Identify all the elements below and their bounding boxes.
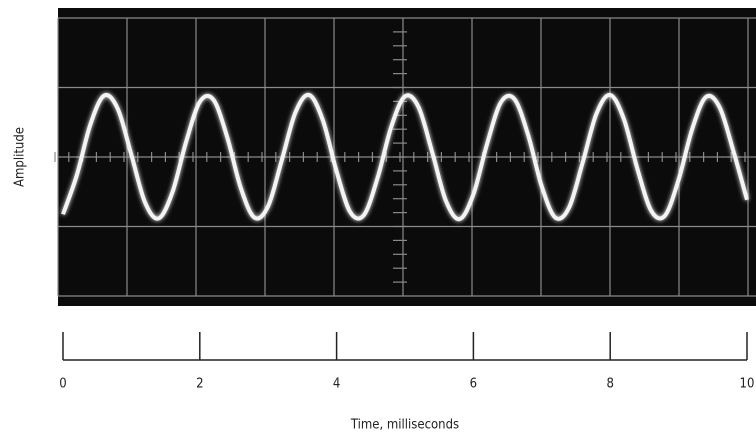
y-axis-label: Amplitude xyxy=(13,127,28,187)
x-tick-label: 10 xyxy=(740,377,755,392)
x-tick-label: 4 xyxy=(333,377,340,392)
graticule xyxy=(54,17,756,297)
x-tick-label: 6 xyxy=(470,377,477,392)
waveform xyxy=(61,92,749,222)
x-tick-label: 2 xyxy=(196,377,203,392)
x-tick-label: 8 xyxy=(606,377,613,392)
x-tick-label: 0 xyxy=(59,377,66,392)
x-axis-label: Time, milliseconds xyxy=(350,418,459,433)
